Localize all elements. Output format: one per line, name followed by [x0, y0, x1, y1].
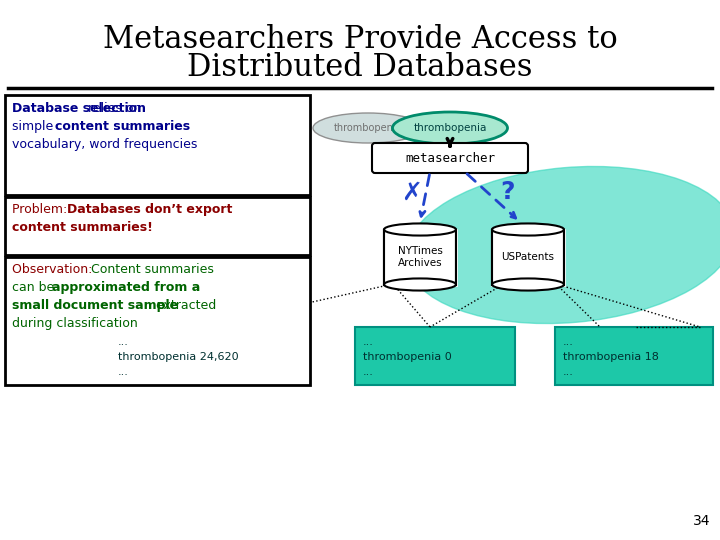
Text: ...: ... — [363, 337, 374, 347]
Text: Database selection: Database selection — [12, 102, 146, 115]
Ellipse shape — [384, 279, 456, 291]
Ellipse shape — [405, 166, 720, 323]
Text: thrombopenia: thrombopenia — [413, 123, 487, 133]
Ellipse shape — [392, 112, 508, 144]
FancyBboxPatch shape — [372, 143, 528, 173]
Text: metasearcher: metasearcher — [405, 152, 495, 165]
Ellipse shape — [492, 224, 564, 235]
Text: can be: can be — [12, 281, 58, 294]
Text: relies on: relies on — [12, 102, 141, 115]
Text: thrombopenia 24,620: thrombopenia 24,620 — [118, 352, 238, 362]
Text: thrombopenia: thrombopenia — [333, 123, 402, 133]
Text: ...: ... — [363, 367, 374, 377]
Text: :: : — [55, 120, 131, 133]
Text: ✗: ✗ — [402, 181, 423, 205]
Text: content summaries!: content summaries! — [12, 221, 153, 234]
Text: NYTimes
Archives: NYTimes Archives — [397, 246, 442, 268]
Text: ...: ... — [118, 337, 129, 347]
Text: Distributed Databases: Distributed Databases — [187, 52, 533, 84]
FancyBboxPatch shape — [108, 327, 293, 385]
Text: vocabulary, word frequencies: vocabulary, word frequencies — [12, 138, 197, 151]
FancyBboxPatch shape — [5, 95, 310, 195]
Text: Metasearchers Provide Access to: Metasearchers Provide Access to — [103, 24, 617, 56]
Text: Databases don’t export: Databases don’t export — [67, 203, 233, 216]
Text: USPatents: USPatents — [502, 252, 554, 262]
Text: during classification: during classification — [12, 317, 138, 330]
Text: ?: ? — [500, 180, 514, 204]
FancyBboxPatch shape — [555, 327, 713, 385]
Text: PubMed: PubMed — [122, 236, 248, 264]
Text: simple: simple — [12, 120, 58, 133]
Bar — [384, 230, 456, 285]
Text: Observation:: Observation: — [12, 263, 96, 276]
Ellipse shape — [384, 224, 456, 235]
Text: ...: ... — [563, 337, 574, 347]
Text: content summaries: content summaries — [55, 120, 190, 133]
FancyBboxPatch shape — [355, 327, 515, 385]
Ellipse shape — [492, 279, 564, 291]
Text: small document sample: small document sample — [12, 299, 178, 312]
FancyBboxPatch shape — [5, 197, 310, 255]
Text: extracted: extracted — [152, 299, 216, 312]
Text: ...: ... — [118, 367, 129, 377]
FancyBboxPatch shape — [5, 257, 310, 385]
Text: thrombopenia 0: thrombopenia 0 — [363, 352, 451, 362]
Text: thrombopenia 18: thrombopenia 18 — [563, 352, 659, 362]
Text: Problem:: Problem: — [12, 203, 71, 216]
Text: ...: ... — [563, 367, 574, 377]
Ellipse shape — [313, 113, 423, 143]
Text: 34: 34 — [693, 514, 710, 528]
Bar — [492, 230, 564, 285]
Text: approximated from a: approximated from a — [52, 281, 200, 294]
Text: Content summaries: Content summaries — [91, 263, 214, 276]
